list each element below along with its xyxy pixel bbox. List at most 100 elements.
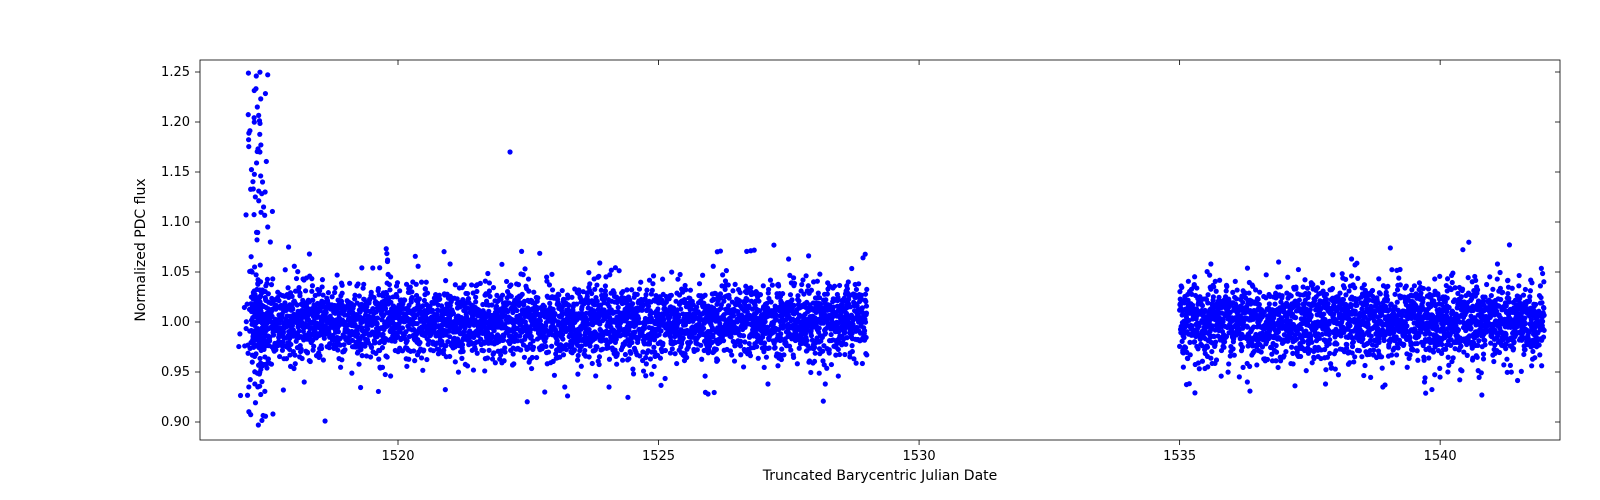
data-point [681,335,686,340]
data-point [856,281,861,286]
data-point [638,280,643,285]
xtick-label: 1535 [1163,449,1196,464]
data-point [738,290,743,295]
data-point [626,356,631,361]
data-point [519,249,524,254]
data-point [538,318,543,323]
data-point [549,344,554,349]
data-point [1274,343,1279,348]
data-point [560,288,565,293]
ytick-label: 0.90 [161,415,190,430]
data-point [546,349,551,354]
data-point [491,285,496,290]
data-point [529,334,534,339]
data-point [825,291,830,296]
data-point [474,289,479,294]
data-point [516,282,521,287]
data-point [269,282,274,287]
data-point [780,291,785,296]
data-point [522,266,527,271]
data-point [1310,282,1315,287]
data-point [817,326,822,331]
data-point [1219,373,1224,378]
data-point [720,272,725,277]
data-point [788,347,793,352]
data-point [547,282,552,287]
data-point [481,348,486,353]
data-point [1247,364,1252,369]
data-point [1336,372,1341,377]
data-point [1235,287,1240,292]
data-point [1209,349,1214,354]
data-point [770,283,775,288]
data-point [768,278,773,283]
data-point [572,347,577,352]
data-point [854,361,859,366]
data-point [413,254,418,259]
data-point [569,295,574,300]
data-point [756,299,761,304]
data-point [849,266,854,271]
data-point [823,297,828,302]
data-point [603,293,608,298]
data-point [1291,361,1296,366]
data-point [1192,390,1197,395]
data-point [1183,345,1188,350]
data-point [276,298,281,303]
ytick-label: 1.00 [161,315,190,330]
data-point [846,279,851,284]
data-point [297,293,302,298]
data-point [565,393,570,398]
xtick-label: 1520 [381,449,414,464]
data-point [531,290,536,295]
data-point [384,251,389,256]
data-point [528,327,533,332]
data-point [309,276,314,281]
data-point [485,355,490,360]
data-point [1200,359,1205,364]
data-point [411,348,416,353]
data-point [641,368,646,373]
data-point [555,338,560,343]
data-point [456,370,461,375]
data-point [660,277,665,282]
data-point [863,252,868,257]
data-point [417,296,422,301]
data-point [575,358,580,363]
data-point [829,362,834,367]
data-point [1233,279,1238,284]
data-point [625,395,630,400]
data-point [1205,345,1210,350]
data-point [1264,272,1269,277]
data-point [437,296,442,301]
data-point [658,356,663,361]
data-point [1321,311,1326,316]
data-point [836,347,841,352]
data-point [586,270,591,275]
data-point [623,352,628,357]
data-point [823,331,828,336]
data-point [1237,374,1242,379]
data-point [529,366,534,371]
data-point [400,325,405,330]
data-point [644,288,649,293]
data-point [402,298,407,303]
data-point [1315,285,1320,290]
data-point [812,345,817,350]
data-point [781,352,786,357]
data-point [341,342,346,347]
data-point [651,273,656,278]
data-point [358,385,363,390]
data-point [1293,286,1298,291]
data-point [1334,341,1339,346]
data-point [864,352,869,357]
data-point [271,332,276,337]
data-point [509,294,514,299]
data-point [375,321,380,326]
data-point [420,368,425,373]
data-point [624,287,629,292]
data-point [733,343,738,348]
data-point [486,348,491,353]
data-point [644,361,649,366]
data-point [487,294,492,299]
